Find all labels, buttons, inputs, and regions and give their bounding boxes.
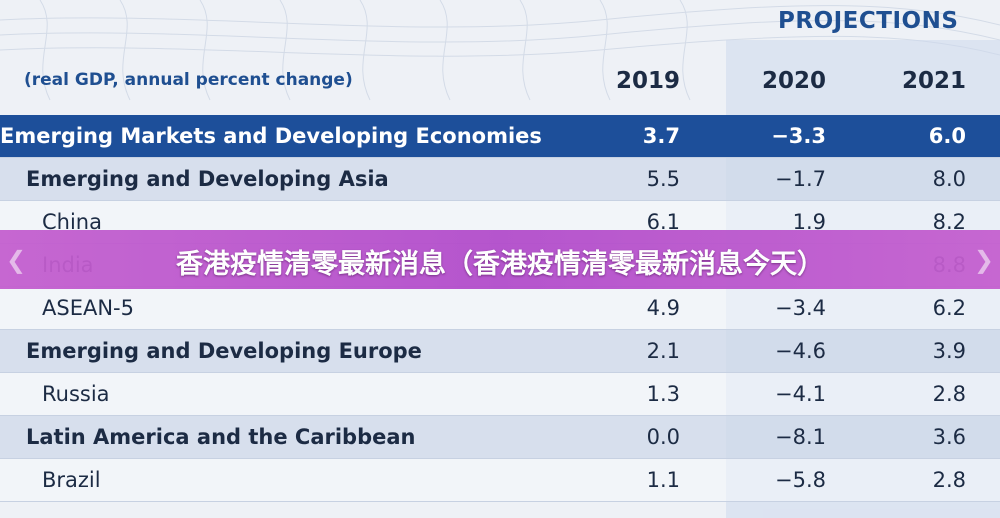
headline-banner: ❮ 香港疫情清零最新消息（香港疫情清零最新消息今天） ❯ — [0, 230, 1000, 289]
cell-2021: 2.8 — [932, 468, 966, 492]
row-label: Emerging and Developing Europe — [26, 339, 422, 363]
cell-2021: 8.0 — [932, 167, 966, 191]
cell-2020: −3.3 — [771, 124, 826, 148]
table-row: Russia 1.3 −4.1 2.8 — [0, 373, 1000, 416]
column-header-2019: 2019 — [615, 68, 680, 94]
table-row: Emerging and Developing Asia 5.5 −1.7 8.0 — [0, 158, 1000, 201]
row-divider — [0, 415, 1000, 416]
cell-2019: 4.9 — [646, 296, 680, 320]
row-label: ASEAN-5 — [42, 296, 134, 320]
row-divider — [0, 372, 1000, 373]
cell-2021: 6.0 — [928, 124, 966, 148]
cell-2019: 1.3 — [646, 382, 680, 406]
row-label: Emerging Markets and Developing Economie… — [0, 124, 542, 148]
row-divider — [0, 329, 1000, 330]
column-header-2020: 2020 — [761, 68, 826, 94]
column-header-2021: 2021 — [901, 68, 966, 94]
table-subtitle: (real GDP, annual percent change) — [24, 70, 353, 90]
cell-2020: −4.6 — [775, 339, 826, 363]
table-row: Brazil 1.1 −5.8 2.8 — [0, 459, 1000, 502]
cell-2019: 5.5 — [646, 167, 680, 191]
cell-2021: 3.9 — [932, 339, 966, 363]
cell-2020: −4.1 — [775, 382, 826, 406]
row-label: Latin America and the Caribbean — [26, 425, 416, 449]
row-label: Russia — [42, 382, 110, 406]
cell-2021: 6.2 — [932, 296, 966, 320]
chevron-right-icon[interactable]: ❯ — [973, 246, 994, 274]
table-row: Emerging Markets and Developing Economie… — [0, 115, 1000, 158]
row-divider — [0, 501, 1000, 502]
table-row: ASEAN-5 4.9 −3.4 6.2 — [0, 287, 1000, 330]
cell-2021: 2.8 — [932, 382, 966, 406]
cell-2019: 0.0 — [646, 425, 680, 449]
row-label: Brazil — [42, 468, 101, 492]
headline-text: 香港疫情清零最新消息（香港疫情清零最新消息今天） — [176, 249, 824, 280]
table-row: Latin America and the Caribbean 0.0 −8.1 3.… — [0, 416, 1000, 459]
projections-label: PROJECTIONS — [778, 8, 959, 34]
cell-2020: −3.4 — [775, 296, 826, 320]
cell-2020: −8.1 — [775, 425, 826, 449]
row-divider — [0, 200, 1000, 201]
cell-2021: 3.6 — [932, 425, 966, 449]
cell-2019: 1.1 — [646, 468, 680, 492]
chevron-left-icon[interactable]: ❮ — [6, 246, 27, 274]
row-divider — [0, 458, 1000, 459]
row-divider — [0, 157, 1000, 158]
cell-2020: −5.8 — [775, 468, 826, 492]
cell-2020: −1.7 — [775, 167, 826, 191]
row-label: Emerging and Developing Asia — [26, 167, 389, 191]
cell-2019: 2.1 — [646, 339, 680, 363]
table-row: Emerging and Developing Europe 2.1 −4.6 3.9 — [0, 330, 1000, 373]
cell-2019: 3.7 — [642, 124, 680, 148]
